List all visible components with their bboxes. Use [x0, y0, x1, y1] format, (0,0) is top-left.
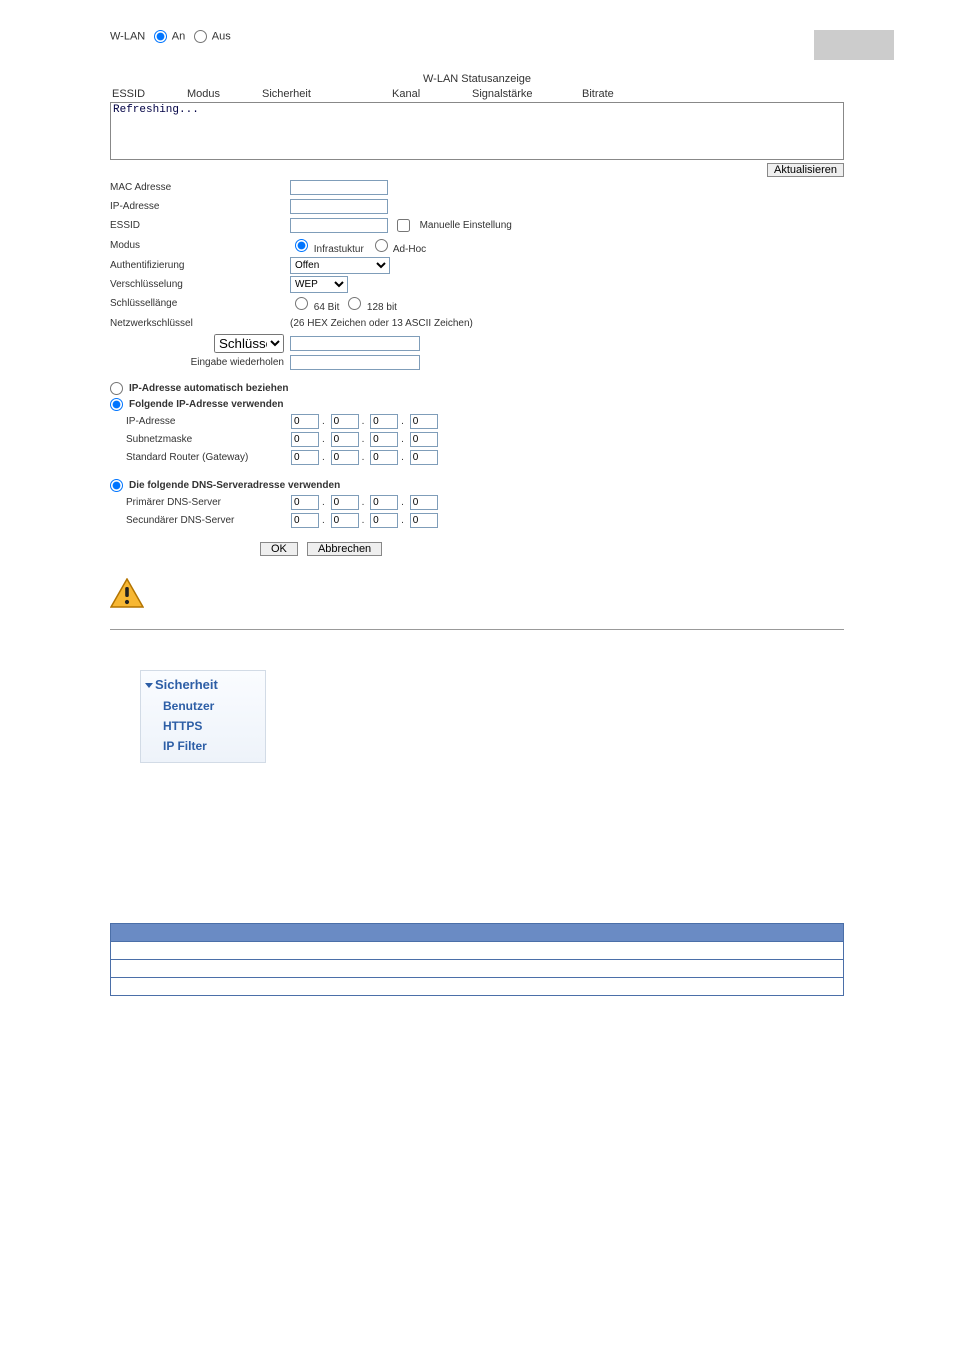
mac-label: MAC Adresse: [110, 182, 290, 193]
gw-oct-4[interactable]: [410, 450, 438, 465]
table-row: [111, 942, 844, 960]
dns-manual-radio[interactable]: [110, 479, 123, 492]
netkey-label: Netzwerkschlüssel: [110, 318, 290, 329]
auth-select[interactable]: Offen: [290, 257, 390, 274]
ip-oct-3[interactable]: [370, 414, 398, 429]
status-section: W-LAN Statusanzeige ESSID Modus Sicherhe…: [110, 73, 844, 177]
menu-item-benutzer[interactable]: Benutzer: [141, 696, 265, 716]
ipaddr-label: IP-Adresse: [110, 201, 290, 212]
dns1-oct-2[interactable]: [331, 495, 359, 510]
keylen-128-label: 128 bit: [367, 302, 397, 313]
col-signal: Signalstärke: [470, 87, 580, 101]
ipaddr-input[interactable]: [290, 199, 388, 214]
menu-title[interactable]: Sicherheit: [141, 675, 265, 696]
wlan-on-label: An: [172, 30, 185, 42]
gateway-label: Standard Router (Gateway): [126, 452, 291, 463]
wlan-label: W-LAN: [110, 30, 145, 42]
manual-essid-label: Manuelle Einstellung: [420, 220, 512, 231]
subnet-label: Subnetzmaske: [126, 434, 291, 445]
menu-item-https[interactable]: HTTPS: [141, 716, 265, 736]
warning-icon: [110, 578, 844, 611]
ip-manual-radio[interactable]: [110, 398, 123, 411]
status-title: W-LAN Statusanzeige: [110, 73, 844, 85]
col-essid: ESSID: [110, 87, 185, 101]
manual-essid-checkbox[interactable]: [397, 219, 410, 232]
cancel-button[interactable]: Abbrechen: [307, 542, 382, 556]
mode-adhoc-radio[interactable]: [375, 239, 388, 252]
mac-input[interactable]: [290, 180, 388, 195]
wlan-on-radio[interactable]: [154, 30, 167, 43]
keylen-64-label: 64 Bit: [314, 302, 340, 313]
essid-label: ESSID: [110, 220, 290, 231]
dns1-oct-4[interactable]: [410, 495, 438, 510]
col-bitrate: Bitrate: [580, 87, 660, 101]
dns2-oct-3[interactable]: [370, 513, 398, 528]
ok-button[interactable]: OK: [260, 542, 298, 556]
dns-primary-label: Primärer DNS-Server: [126, 497, 291, 508]
ip-address-label: IP-Adresse: [126, 416, 291, 427]
netkey-repeat-input[interactable]: [290, 355, 420, 370]
dns1-oct-3[interactable]: [370, 495, 398, 510]
dns2-oct-4[interactable]: [410, 513, 438, 528]
encryption-label: Verschlüsselung: [110, 279, 290, 290]
ip-manual-label: Folgende IP-Adresse verwenden: [129, 399, 284, 410]
table-row: [111, 978, 844, 996]
table-row: [111, 960, 844, 978]
mode-infra-radio[interactable]: [295, 239, 308, 252]
wlan-off-label: Aus: [212, 30, 231, 42]
netkey-hint: (26 HEX Zeichen oder 13 ASCII Zeichen): [290, 318, 473, 329]
ip-auto-radio[interactable]: [110, 382, 123, 395]
dns1-oct-1[interactable]: [291, 495, 319, 510]
gw-oct-3[interactable]: [370, 450, 398, 465]
repeat-label: Eingabe wiederholen: [110, 357, 290, 368]
status-header-row: ESSID Modus Sicherheit Kanal Signalstärk…: [110, 87, 844, 101]
refresh-button[interactable]: Aktualisieren: [767, 163, 844, 177]
blue-table: [110, 923, 844, 996]
key-number-select[interactable]: Schlüssel 1: [214, 334, 284, 353]
dns2-oct-1[interactable]: [291, 513, 319, 528]
ip-oct-4[interactable]: [410, 414, 438, 429]
essid-input[interactable]: [290, 218, 388, 233]
netkey-input[interactable]: [290, 336, 420, 351]
col-sicherheit: Sicherheit: [260, 87, 390, 101]
col-modus: Modus: [185, 87, 260, 101]
section-divider: [110, 629, 844, 630]
encryption-select[interactable]: WEP: [290, 276, 348, 293]
header-gray-block: [814, 30, 894, 60]
dns-secondary-label: Secundärer DNS-Server: [126, 515, 291, 526]
ip-oct-1[interactable]: [291, 414, 319, 429]
keylen-64-radio[interactable]: [295, 297, 308, 310]
gw-oct-1[interactable]: [291, 450, 319, 465]
ip-oct-2[interactable]: [331, 414, 359, 429]
security-menu: Sicherheit Benutzer HTTPS IP Filter: [140, 670, 266, 763]
ip-auto-label: IP-Adresse automatisch beziehen: [129, 383, 289, 394]
mode-label: Modus: [110, 240, 290, 251]
gw-oct-2[interactable]: [331, 450, 359, 465]
keylen-128-radio[interactable]: [348, 297, 361, 310]
subnet-oct-1[interactable]: [291, 432, 319, 447]
mode-adhoc-label: Ad-Hoc: [393, 244, 426, 255]
wlan-toggle-row: W-LAN An Aus: [110, 30, 844, 43]
col-kanal: Kanal: [390, 87, 470, 101]
auth-label: Authentifizierung: [110, 260, 290, 271]
keylength-label: Schlüssellänge: [110, 298, 290, 309]
dns2-oct-2[interactable]: [331, 513, 359, 528]
subnet-oct-4[interactable]: [410, 432, 438, 447]
table-head-cell: [111, 924, 844, 942]
wlan-off-radio[interactable]: [194, 30, 207, 43]
dns-manual-label: Die folgende DNS-Serveradresse verwenden: [129, 480, 340, 491]
mode-infra-label: Infrastuktur: [314, 244, 364, 255]
menu-item-ipfilter[interactable]: IP Filter: [141, 736, 265, 756]
subnet-oct-2[interactable]: [331, 432, 359, 447]
subnet-oct-3[interactable]: [370, 432, 398, 447]
status-listbox[interactable]: Refreshing...: [110, 102, 844, 160]
